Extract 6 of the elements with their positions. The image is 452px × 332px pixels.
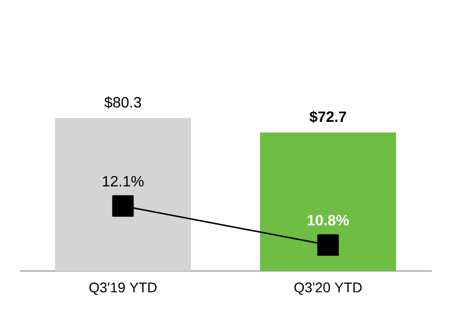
data-label: $80.3 [104, 96, 141, 108]
x-tick-label: Q3'19 YTD [89, 282, 157, 295]
data-label: 12.1% [102, 176, 144, 186]
x-tick-label: Q3'20 YTD [294, 282, 362, 295]
data-label: $72.7 [310, 110, 346, 123]
data-label: 10.8% [308, 214, 349, 226]
